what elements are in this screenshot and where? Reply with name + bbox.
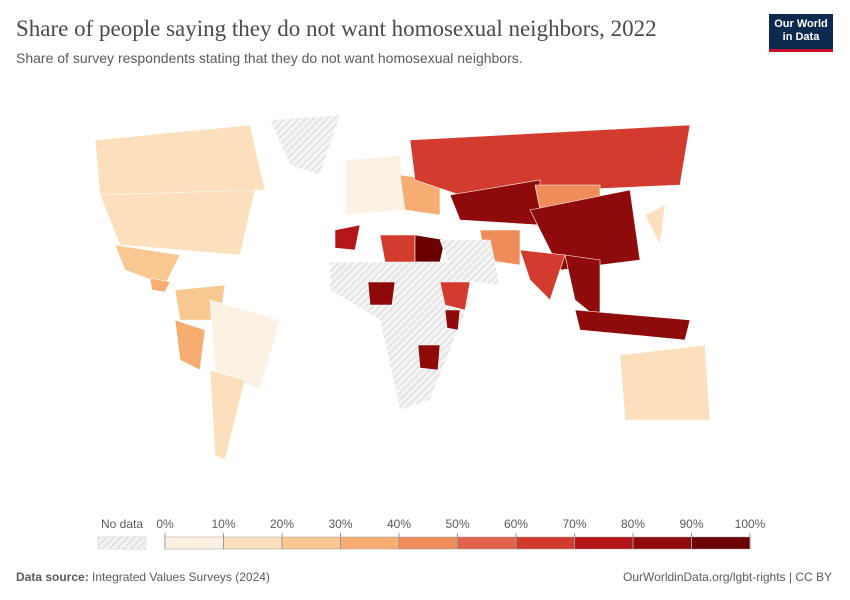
- logo[interactable]: Our World in Data: [769, 14, 833, 52]
- country: [149, 277, 171, 293]
- legend-tick-label: 50%: [445, 517, 469, 531]
- country: [417, 344, 441, 371]
- legend-tick-label: 30%: [328, 517, 352, 531]
- no-data-swatch: [97, 536, 147, 550]
- url[interactable]: OurWorldinData.org/lgbt-rights | CC BY: [623, 570, 832, 584]
- country: [379, 234, 416, 266]
- no-data-label: No data: [101, 517, 143, 531]
- country: [344, 154, 406, 216]
- country: [444, 309, 461, 331]
- legend-bin: [691, 536, 751, 550]
- legend-bin: [164, 536, 224, 550]
- legend-tick-label: 0%: [156, 517, 174, 531]
- country: [519, 249, 566, 301]
- legend-bin: [515, 536, 575, 550]
- country: [439, 239, 501, 286]
- country: [174, 319, 206, 371]
- legend-bin: [340, 536, 400, 550]
- source: Data source: Integrated Values Surveys (…: [16, 570, 270, 584]
- legend-tick-label: 90%: [679, 517, 703, 531]
- country: [269, 114, 341, 176]
- country: [414, 234, 446, 263]
- legend-bin: [457, 536, 517, 550]
- legend-bin: [632, 536, 692, 550]
- country: [99, 189, 256, 256]
- legend-tick-label: 60%: [504, 517, 528, 531]
- country: [209, 369, 246, 461]
- source-text: Integrated Values Surveys (2024): [92, 570, 270, 584]
- legend-tick-label: 20%: [270, 517, 294, 531]
- country: [564, 254, 601, 321]
- legend-tick-label: 40%: [387, 517, 411, 531]
- title: Share of people saying they do not want …: [16, 16, 657, 41]
- country: [409, 124, 691, 196]
- subtitle: Share of survey respondents stating that…: [16, 50, 523, 66]
- country: [367, 281, 396, 306]
- country: [529, 189, 641, 271]
- country: [209, 299, 281, 391]
- logo-line: in Data: [782, 31, 820, 43]
- country: [644, 204, 666, 247]
- legend-tick-label: 80%: [621, 517, 645, 531]
- logo-line: Our World: [774, 18, 828, 30]
- legend-bin: [398, 536, 458, 550]
- legend-bin: [223, 536, 283, 550]
- legend-bin: [281, 536, 341, 550]
- country: [94, 124, 266, 196]
- country: [574, 309, 691, 341]
- country: [619, 344, 711, 421]
- country: [334, 224, 361, 251]
- country: [114, 244, 181, 286]
- source-label: Data source:: [16, 570, 89, 584]
- legend-tick-label: 70%: [562, 517, 586, 531]
- country: [439, 281, 471, 311]
- legend-tick-label: 10%: [211, 517, 235, 531]
- legend-bin: [574, 536, 634, 550]
- legend-tick-label: 100%: [735, 517, 766, 531]
